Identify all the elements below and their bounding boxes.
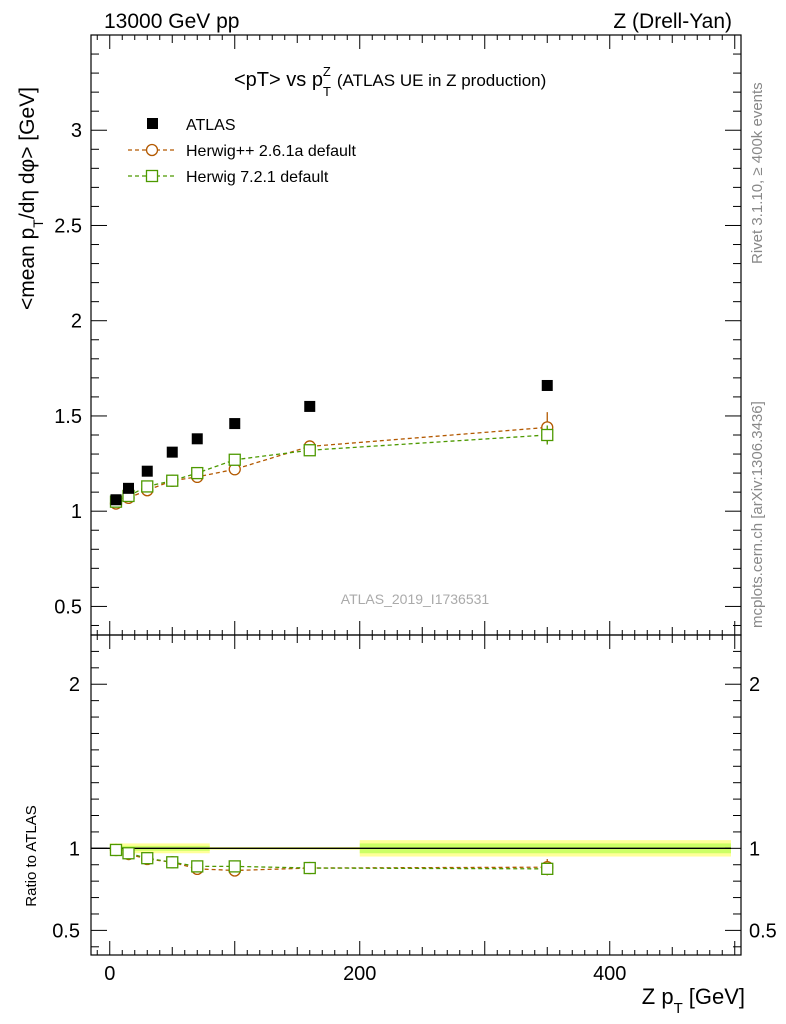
legend-marker-atlas	[147, 118, 158, 129]
main-point-herwig7	[541, 428, 554, 442]
legend-label-herwig7: Herwig 7.2.1 default	[186, 169, 329, 186]
main-y-tick-label: 3	[71, 120, 82, 142]
x-tick-label: 200	[343, 963, 376, 985]
ratio-uncertainty-band	[91, 840, 731, 857]
x-axis-label: Z pT [GeV]	[642, 984, 745, 1017]
legend-item-herwigpp: Herwig++ 2.6.1a default	[128, 143, 356, 160]
main-point-atlas	[229, 418, 241, 430]
energy-label: 13000 GeV pp	[104, 10, 239, 33]
x-label-prefix: Z p	[642, 984, 674, 1009]
ratio-y-tick-label-right: 0.5	[749, 920, 777, 942]
analysis-watermark: ATLAS_2019_I1736531	[341, 591, 490, 607]
main-point-atlas	[541, 379, 553, 391]
x-tick-label: 400	[593, 963, 626, 985]
ratio-y-tick-label-right: 1	[749, 838, 760, 860]
rivet-label: Rivet 3.1.10, ≥ 400k events	[749, 82, 766, 264]
ratio-point-herwig7	[122, 847, 135, 860]
main-y-tick-label: 1.5	[54, 406, 82, 428]
main-y-label-suffix: /dη dφ> [GeV]	[16, 87, 39, 219]
ratio-y-tick-label-left: 2	[69, 674, 80, 696]
main-point-herwig7	[166, 474, 179, 487]
plot-title: <pT> vs pTZ (ATLAS UE in Z production)	[234, 64, 546, 99]
legend-marker-herwigpp	[145, 143, 159, 157]
mcplots-label: mcplots.cern.ch [arXiv:1306.3436]	[749, 401, 766, 628]
main-point-herwig7	[141, 480, 154, 493]
plot-title-prefix: <pT> vs p	[234, 69, 323, 91]
main-point-atlas	[123, 482, 134, 494]
legend-label-herwigpp: Herwig++ 2.6.1a default	[186, 143, 356, 160]
main-panel-series	[109, 379, 554, 510]
main-point-herwig7	[228, 453, 241, 466]
plot-title-sub: T	[323, 84, 331, 99]
ratio-panel-frame	[90, 634, 742, 956]
main-y-tick-label: 2	[71, 311, 82, 333]
main-y-axis-label: <mean pT/dη dφ> [GeV]	[16, 87, 46, 310]
ratio-y-tick-label-right: 2	[749, 674, 760, 696]
ratio-point-herwig7	[191, 860, 204, 873]
process-label: Z (Drell-Yan)	[613, 10, 732, 33]
main-line-herwigpp	[115, 426, 548, 505]
ratio-point-herwig7	[109, 843, 123, 857]
main-point-atlas	[166, 446, 178, 458]
main-point-herwig7	[303, 444, 316, 457]
main-y-label-prefix: <mean p	[16, 228, 39, 310]
x-label-sub: T	[674, 1000, 683, 1017]
plot-title-suffix: (ATLAS UE in Z production)	[337, 71, 546, 90]
main-point-herwig7	[191, 466, 204, 480]
plot-title-sup: Z	[323, 64, 331, 79]
ratio-point-herwig7	[228, 860, 241, 873]
main-y-tick-label: 0.5	[54, 596, 82, 618]
main-y-label-sub: T	[30, 219, 46, 228]
x-label-suffix: [GeV]	[689, 984, 745, 1009]
main-y-tick-label: 1	[71, 501, 82, 523]
ratio-point-herwig7	[141, 852, 154, 865]
ratio-panel-series	[109, 843, 554, 877]
ratio-y-tick-label-left: 0.5	[52, 920, 80, 942]
main-point-atlas	[304, 400, 316, 412]
legend: ATLAS Herwig++ 2.6.1a default Herwig 7.2…	[128, 117, 356, 186]
ratio-point-herwig7	[166, 856, 179, 869]
legend-item-herwig7: Herwig 7.2.1 default	[128, 169, 329, 186]
x-tick-label: 0	[104, 963, 115, 985]
legend-label-atlas: ATLAS	[186, 117, 236, 134]
legend-marker-herwig7	[145, 169, 159, 183]
ratio-y-tick-label-left: 1	[69, 838, 80, 860]
ratio-point-herwig7	[303, 861, 316, 875]
axes: 0 200 400 0.5 1 1.5 2 2.5 3 0.5 0.5 1 1 2 2	[52, 34, 777, 985]
legend-item-atlas: ATLAS	[147, 117, 236, 134]
main-point-atlas	[110, 494, 122, 506]
ratio-y-axis-label: Ratio to ATLAS	[23, 805, 40, 906]
ratio-point-herwig7	[541, 862, 554, 875]
main-point-atlas	[141, 465, 153, 477]
main-point-atlas	[191, 433, 203, 445]
main-y-tick-label: 2.5	[54, 215, 82, 237]
